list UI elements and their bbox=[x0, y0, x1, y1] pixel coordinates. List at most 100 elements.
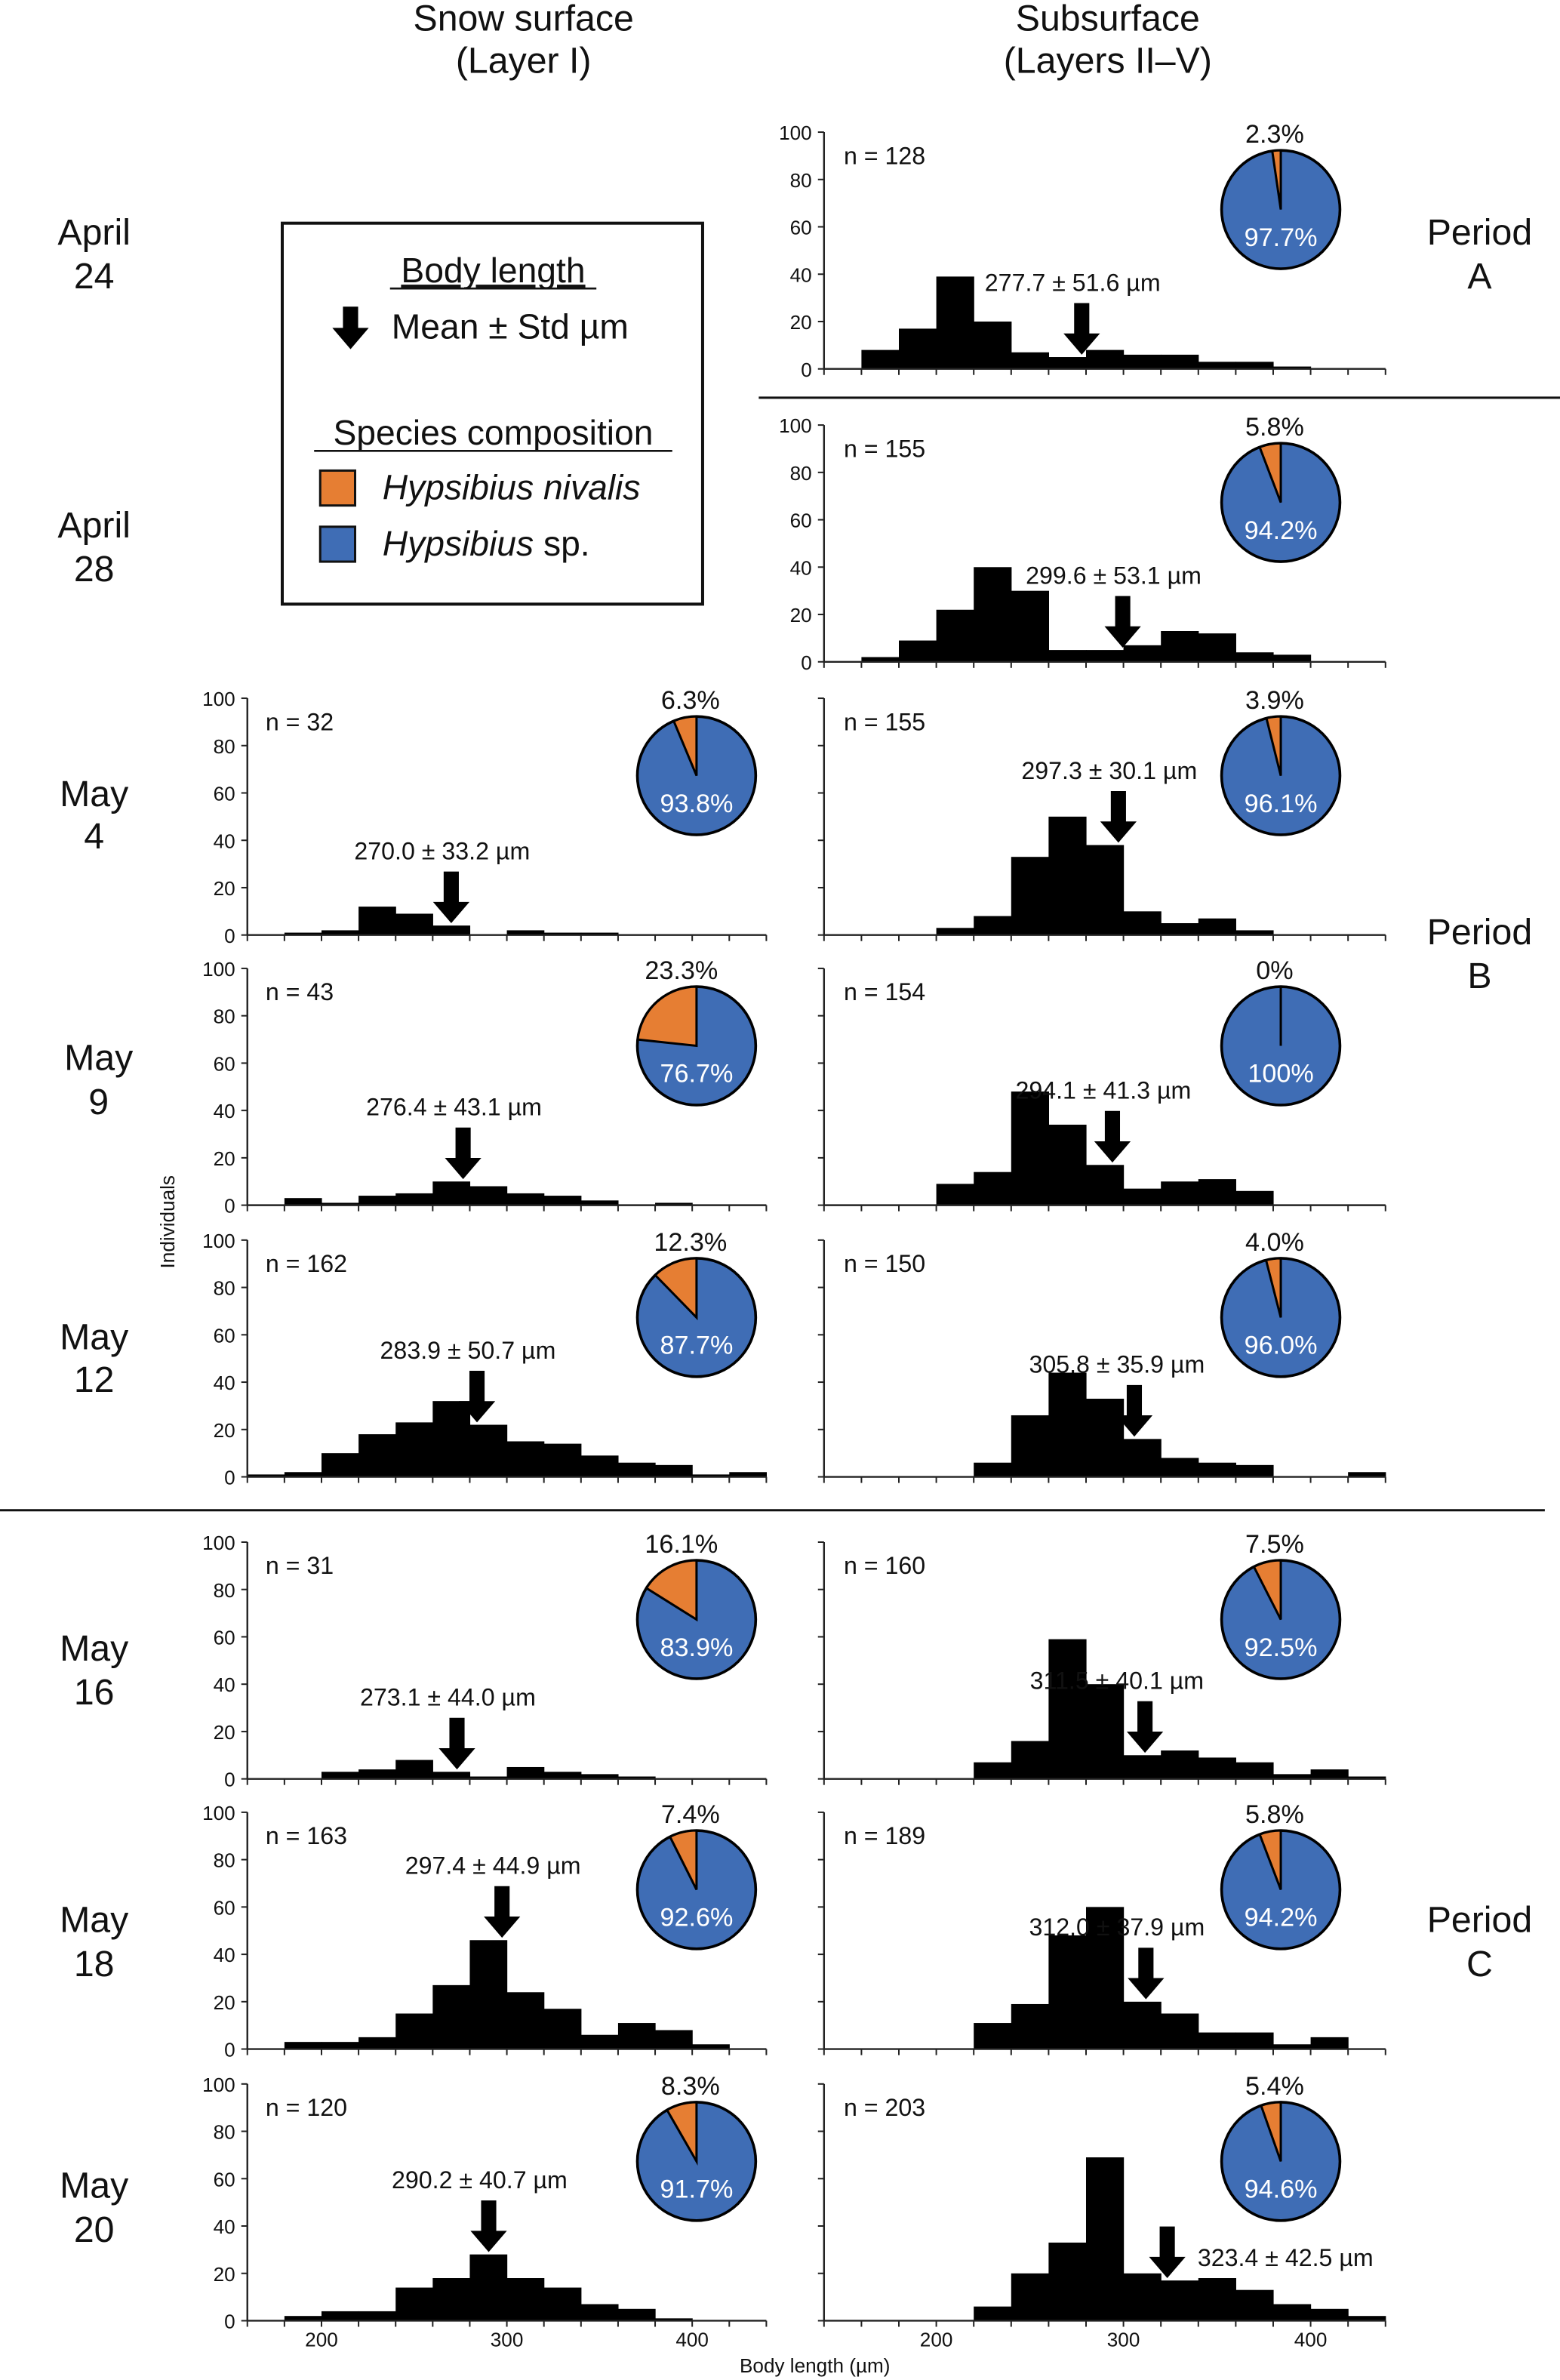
histogram-bar bbox=[974, 567, 1012, 662]
histogram-bar bbox=[580, 2304, 619, 2321]
histogram-bar bbox=[358, 2311, 396, 2321]
histogram-bar bbox=[974, 916, 1012, 935]
y-tick-label: 100 bbox=[202, 688, 235, 710]
date-label: 18 bbox=[74, 1944, 115, 1984]
histogram-bar bbox=[1198, 1757, 1236, 1779]
histogram-bar bbox=[469, 1424, 508, 1477]
y-tick-label: 40 bbox=[214, 830, 235, 852]
y-tick-label: 40 bbox=[214, 1944, 235, 1966]
histogram-bar bbox=[580, 2034, 619, 2049]
histogram-bar bbox=[1048, 1124, 1087, 1205]
pie-slice-nivalis bbox=[636, 985, 698, 1048]
mean-arrow-icon bbox=[1094, 1110, 1131, 1163]
histogram-bar bbox=[469, 2254, 508, 2321]
pie-label-nivalis: 5.4% bbox=[1245, 2072, 1304, 2101]
pie-label-sp: 94.6% bbox=[1245, 2175, 1318, 2204]
mean-std-label: 305.8 ± 35.9 µm bbox=[1029, 1351, 1205, 1378]
histogram-bar bbox=[432, 2278, 471, 2321]
histogram-bar bbox=[1123, 645, 1162, 662]
y-tick-label: 40 bbox=[214, 1100, 235, 1122]
pie-label-nivalis: 0% bbox=[1256, 956, 1293, 985]
mean-arrow-icon bbox=[1128, 1947, 1165, 2000]
histogram-bar bbox=[1123, 1188, 1162, 1205]
pie-slice-nivalis bbox=[1265, 715, 1282, 776]
histogram-bar bbox=[284, 1198, 322, 1205]
histogram-bar bbox=[506, 1766, 545, 1779]
pie-label-sp: 93.8% bbox=[660, 790, 733, 818]
legend-box bbox=[280, 221, 704, 606]
histogram-bar bbox=[395, 913, 433, 935]
histogram-bar bbox=[974, 321, 1012, 369]
histogram-bar bbox=[543, 1443, 582, 1477]
histogram-bar bbox=[936, 276, 974, 369]
histogram-bar bbox=[861, 349, 900, 369]
histogram-panel-snow bbox=[241, 967, 768, 1212]
histogram-bar bbox=[543, 932, 582, 935]
histogram-panel-sub bbox=[817, 697, 1386, 941]
mean-std-label: 311.5 ± 40.1 µm bbox=[1030, 1667, 1204, 1695]
histogram-bar bbox=[1198, 362, 1236, 369]
x-tick-label: 400 bbox=[1294, 2329, 1328, 2351]
histogram-bar bbox=[729, 1472, 768, 1477]
y-tick-label: 60 bbox=[214, 783, 235, 805]
histogram-panel-sub bbox=[817, 1239, 1386, 1483]
column-header-subsurface: Subsurface bbox=[1016, 0, 1200, 38]
histogram-bar bbox=[543, 1772, 582, 1779]
y-tick-label: 80 bbox=[214, 2121, 235, 2144]
sample-size-label: n = 160 bbox=[844, 1552, 925, 1579]
x-tick-label: 300 bbox=[1107, 2329, 1140, 2351]
species-pie bbox=[1220, 1257, 1342, 1378]
histogram-bar bbox=[358, 907, 396, 935]
pie-label-nivalis: 3.9% bbox=[1245, 686, 1304, 715]
histogram-bar bbox=[1348, 1472, 1386, 1477]
y-tick-label: 20 bbox=[214, 2263, 235, 2286]
pie-label-nivalis: 7.5% bbox=[1245, 1530, 1304, 1559]
histogram-bar bbox=[469, 1776, 508, 1779]
y-tick-label: 100 bbox=[202, 1230, 235, 1252]
histogram-bar bbox=[506, 2278, 545, 2321]
histogram-bar bbox=[358, 1434, 396, 1477]
y-tick-label: 20 bbox=[214, 877, 235, 900]
histogram-bar bbox=[692, 2044, 730, 2049]
date-label: April bbox=[57, 505, 131, 546]
histogram-bar bbox=[1011, 352, 1049, 369]
histogram-panel-sub bbox=[817, 2083, 1386, 2327]
y-tick-label: 60 bbox=[214, 1324, 235, 1347]
mean-std-label: 270.0 ± 33.2 µm bbox=[354, 838, 530, 865]
y-tick-label: 80 bbox=[214, 735, 235, 758]
date-label: May bbox=[60, 2166, 129, 2206]
histogram-bar bbox=[1123, 2001, 1162, 2049]
y-tick-label: 100 bbox=[202, 958, 235, 981]
species-pie bbox=[635, 1257, 758, 1378]
mean-arrow-icon bbox=[1063, 303, 1100, 355]
histogram-bar bbox=[1348, 1776, 1386, 1779]
species-pie bbox=[1220, 2101, 1342, 2222]
histogram-bar bbox=[655, 1202, 693, 1205]
pie-label-nivalis: 4.0% bbox=[1245, 1228, 1304, 1257]
histogram-panel-sub bbox=[817, 131, 1386, 375]
histogram-bar bbox=[974, 2023, 1012, 2049]
histogram-bar bbox=[247, 1474, 285, 1477]
pie-label-nivalis: 16.1% bbox=[645, 1530, 718, 1559]
sample-size-label: n = 120 bbox=[266, 2094, 347, 2121]
mean-std-label: 290.2 ± 40.7 µm bbox=[392, 2166, 568, 2194]
histogram-bar bbox=[432, 1181, 471, 1205]
pie-label-nivalis: 12.3% bbox=[654, 1228, 727, 1257]
pie-slice-nivalis bbox=[665, 2101, 698, 2166]
y-tick-label: 0 bbox=[224, 2039, 235, 2061]
histogram-bar bbox=[284, 1472, 322, 1477]
y-tick-label: 0 bbox=[224, 1195, 235, 1218]
pie-label-sp: 91.7% bbox=[660, 2175, 733, 2204]
histogram-bar bbox=[1011, 1091, 1049, 1205]
legend-species-label: Hypsibius sp. bbox=[383, 524, 590, 563]
histogram-bar bbox=[1011, 857, 1049, 935]
histogram-bar bbox=[1161, 630, 1199, 662]
histogram-bar bbox=[432, 1401, 471, 1477]
legend-species-label: Hypsibius nivalis bbox=[383, 468, 641, 507]
histogram-bar bbox=[655, 2318, 693, 2321]
histogram-bar bbox=[506, 1193, 545, 1205]
histogram-bar bbox=[1161, 354, 1199, 369]
pie-slice-nivalis bbox=[672, 715, 698, 777]
histogram-bar bbox=[1085, 845, 1125, 935]
